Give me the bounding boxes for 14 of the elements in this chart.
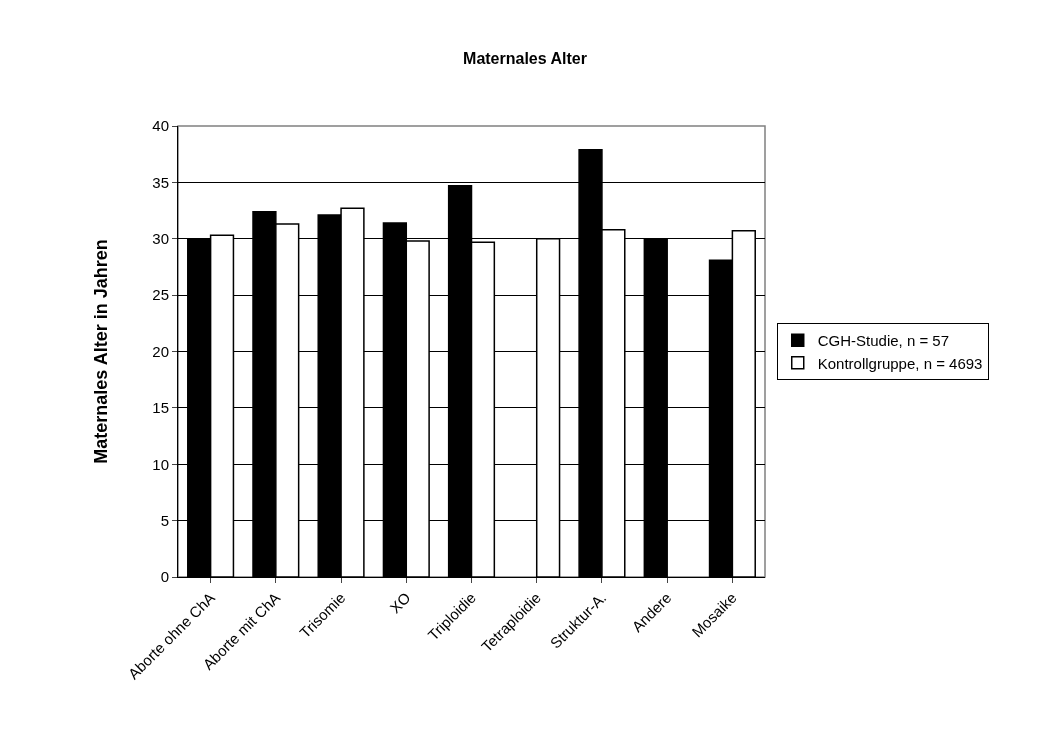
y-tick-label: 25 [152, 286, 169, 304]
legend-label: Kontrollgruppe, n = 4693 [817, 354, 983, 372]
y-tick-label: 30 [152, 230, 169, 247]
y-tick-label: 10 [152, 455, 169, 473]
y-tick-label: 35 [152, 173, 169, 191]
y-tick-label: 5 [160, 511, 169, 529]
y-axis-title: Maternales Alter in Jahren [90, 239, 111, 464]
y-tick-label: 0 [160, 568, 169, 586]
y-tick-label: 15 [152, 399, 169, 417]
x-tick-label: XO [386, 588, 414, 617]
chart-title: Maternales Alter [463, 49, 587, 67]
legend-label: CGH-Studie, n = 57 [817, 332, 950, 350]
y-tick-label: 20 [152, 342, 169, 360]
y-tick-label: 40 [152, 117, 169, 135]
